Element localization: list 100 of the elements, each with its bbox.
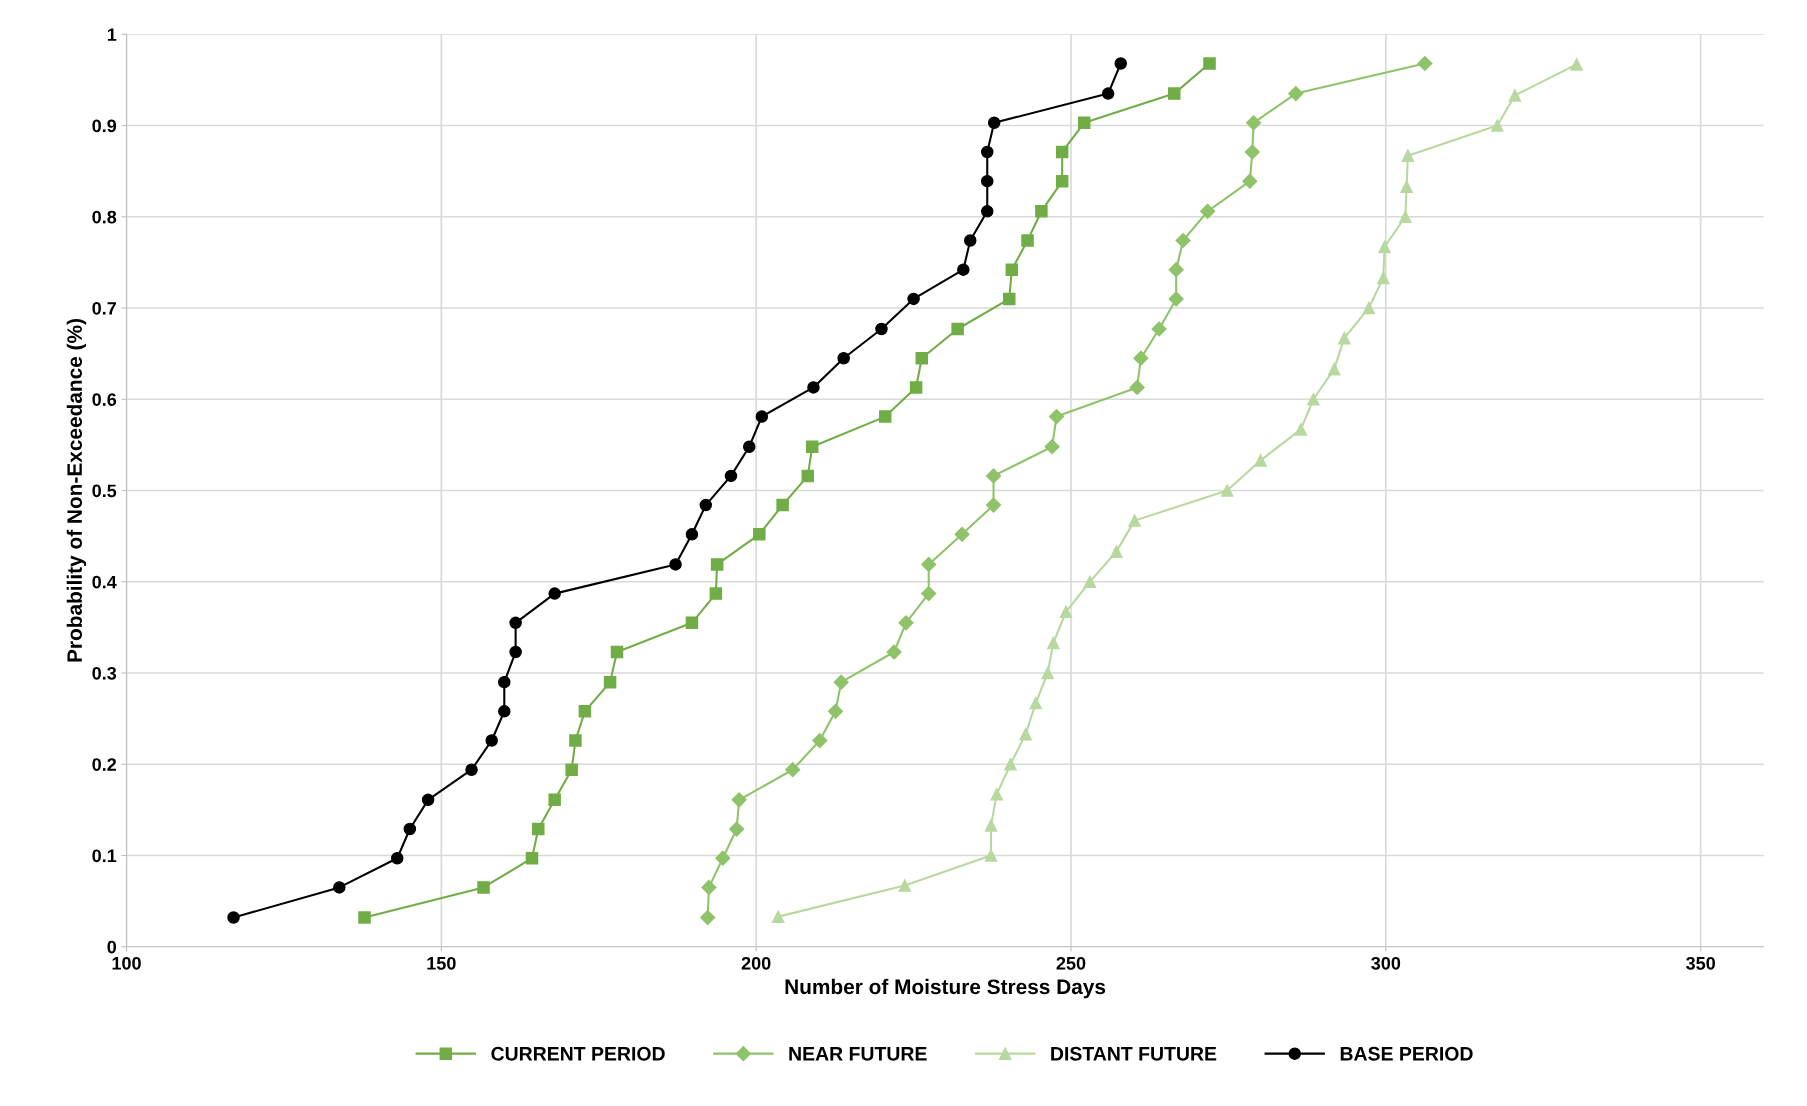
point — [1246, 115, 1262, 131]
point — [1048, 409, 1065, 425]
point — [421, 793, 435, 807]
point — [985, 497, 1002, 513]
y-axis-title: Probability of Non-Exceedance (%) — [66, 319, 87, 662]
point — [915, 351, 929, 365]
y-tick-label: 0.3 — [92, 666, 117, 680]
point — [1399, 210, 1412, 224]
point — [227, 911, 240, 924]
point — [403, 822, 417, 836]
x-tick-label: 200 — [741, 956, 771, 970]
point — [980, 205, 994, 218]
point — [709, 587, 723, 600]
point — [984, 819, 998, 832]
point — [1077, 116, 1091, 130]
point — [390, 851, 404, 865]
point — [785, 762, 801, 778]
point — [827, 703, 844, 719]
point — [548, 587, 561, 600]
point — [805, 440, 819, 453]
point — [532, 822, 545, 836]
point — [1294, 423, 1308, 436]
point — [907, 292, 920, 306]
point — [987, 116, 1001, 130]
point — [980, 145, 994, 159]
y-tick-label: 0.2 — [92, 758, 117, 771]
point — [477, 881, 490, 894]
point — [801, 469, 815, 483]
point — [1055, 174, 1069, 188]
point — [909, 381, 923, 394]
point — [755, 410, 769, 423]
y-tick-label: 0.4 — [92, 575, 117, 589]
point — [951, 322, 964, 336]
point — [921, 556, 937, 572]
point — [1401, 149, 1415, 162]
point — [710, 558, 724, 571]
point — [1244, 144, 1260, 160]
point — [685, 528, 699, 541]
point — [1059, 605, 1073, 619]
point — [807, 381, 820, 394]
point — [1570, 58, 1583, 71]
point — [875, 322, 888, 336]
point — [465, 763, 478, 776]
point — [669, 558, 682, 571]
point — [1168, 291, 1184, 307]
point — [610, 645, 624, 659]
point — [1044, 439, 1060, 455]
point — [898, 879, 912, 892]
point — [985, 468, 1002, 484]
point — [1035, 205, 1048, 218]
point — [1019, 727, 1032, 741]
x-tick-label: 150 — [427, 956, 456, 970]
legend-label: CURRENT PERIOD — [491, 1046, 665, 1061]
point — [565, 763, 578, 776]
point — [1005, 263, 1019, 276]
point — [333, 881, 346, 894]
point — [1003, 292, 1016, 306]
point — [742, 440, 756, 453]
point — [1491, 119, 1504, 132]
point — [1151, 321, 1167, 337]
legend-label: NEAR FUTURE — [789, 1047, 927, 1061]
legend-label: DISTANT FUTURE — [1051, 1046, 1217, 1061]
point — [1362, 301, 1376, 315]
point — [1128, 514, 1141, 527]
x-tick-label: 100 — [112, 956, 141, 970]
point — [525, 851, 539, 865]
y-tick-label: 0.5 — [92, 484, 117, 498]
point — [699, 498, 713, 512]
point — [1377, 271, 1390, 285]
point — [569, 734, 582, 747]
point — [1101, 87, 1115, 100]
point — [878, 410, 892, 423]
point — [812, 732, 828, 749]
point — [729, 821, 745, 837]
y-tick-label: 1 — [107, 28, 117, 41]
point — [954, 526, 970, 542]
point — [771, 910, 785, 923]
point — [1168, 262, 1184, 278]
point — [984, 849, 998, 862]
point — [1029, 696, 1042, 710]
point — [990, 788, 1003, 801]
y-tick-label: 0 — [107, 940, 117, 954]
point — [1175, 232, 1191, 249]
point — [1021, 234, 1034, 247]
point — [1114, 57, 1127, 70]
point — [1242, 173, 1258, 189]
point — [498, 675, 511, 689]
point — [776, 498, 789, 512]
point — [485, 734, 498, 747]
point — [498, 705, 511, 718]
y-tick-label: 0.1 — [92, 849, 117, 863]
point — [724, 469, 738, 483]
x-tick-label: 300 — [1371, 956, 1401, 970]
point — [1327, 362, 1341, 376]
legend-label: BASE PERIOD — [1340, 1046, 1473, 1061]
point — [1041, 666, 1054, 680]
point — [358, 911, 371, 924]
point — [1004, 757, 1017, 771]
point — [1083, 575, 1097, 589]
point — [578, 705, 592, 718]
